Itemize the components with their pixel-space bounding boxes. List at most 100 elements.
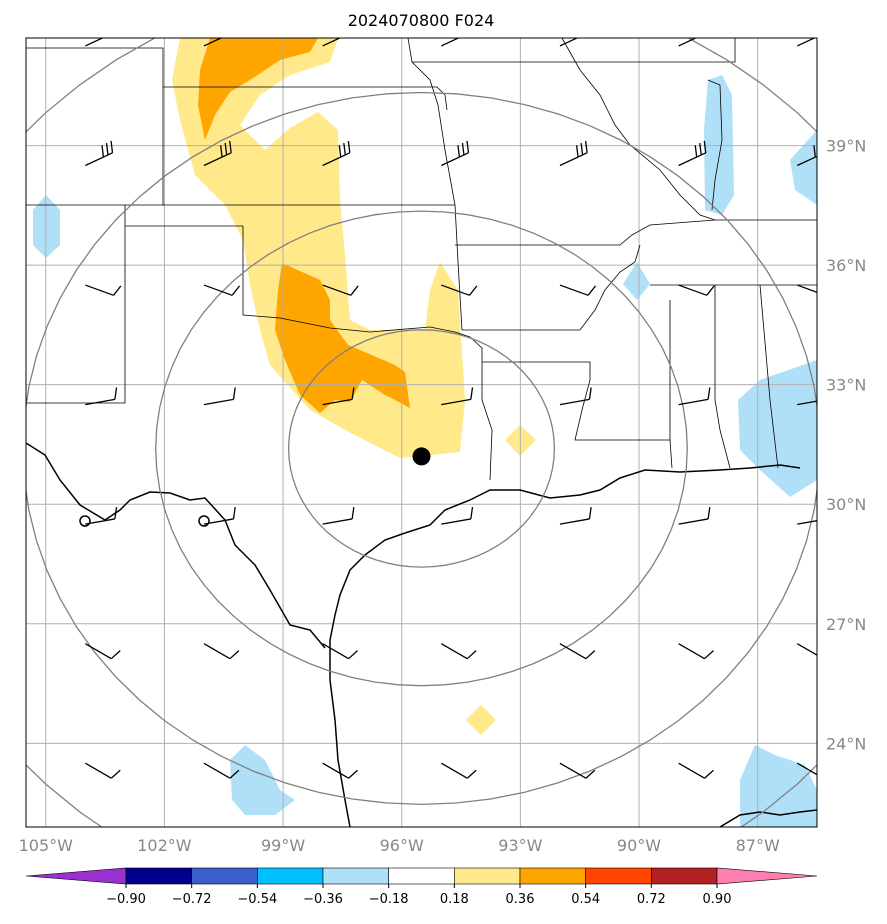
colorbar-tick-label: 0.90 <box>703 892 732 907</box>
longitude-labels: 105°W 102°W 99°W 96°W 93°W 90°W 87°W <box>19 836 780 855</box>
state-border <box>407 38 736 63</box>
positive-field <box>172 38 536 735</box>
wind-barb <box>678 38 698 47</box>
state-border <box>454 204 463 331</box>
wind-barb <box>797 284 817 293</box>
wind-barb <box>322 643 358 660</box>
lon-tick-label: 90°W <box>617 836 661 855</box>
lon-tick-label: 93°W <box>498 836 542 855</box>
colorbar-extend-low <box>25 867 127 885</box>
colorbar-tick-label: 0.54 <box>571 892 600 907</box>
colorbar-tick-label: −0.18 <box>369 892 409 907</box>
state-border <box>163 86 448 111</box>
wind-barb <box>322 762 358 779</box>
wind-barb <box>322 38 342 47</box>
wind-barb <box>796 643 817 656</box>
colorbar-segment <box>454 867 521 885</box>
wind-barb <box>203 140 232 167</box>
state-border <box>707 79 723 211</box>
coastline <box>26 442 817 827</box>
wind-barb <box>678 140 707 167</box>
mexico-gulf-coast <box>329 640 351 827</box>
state-border <box>561 38 817 221</box>
wind-barb <box>85 284 122 296</box>
state-border <box>26 47 164 206</box>
gridlines <box>26 38 817 827</box>
gulf-coast <box>329 464 801 641</box>
wind-barb <box>678 643 714 660</box>
wind-barb <box>441 506 474 525</box>
range-ring <box>155 210 688 687</box>
yucatan-coast <box>719 809 817 827</box>
wind-barb <box>203 506 236 525</box>
colorbar-tick-label: −0.72 <box>172 892 212 907</box>
wind-barb <box>84 762 121 779</box>
political-borders <box>26 38 817 481</box>
wind-barb <box>678 762 714 779</box>
wind-barb <box>85 38 104 47</box>
wind-barb <box>85 140 114 167</box>
us-mexico-border <box>26 442 326 649</box>
lake-marker <box>79 515 91 527</box>
wind-barb <box>440 762 477 779</box>
lon-tick-label: 99°W <box>261 836 305 855</box>
wind-barb <box>84 643 121 660</box>
negative-region-north-east <box>704 75 734 215</box>
colorbar-tick-label: −0.36 <box>303 892 343 907</box>
wind-barb <box>559 643 596 660</box>
lon-tick-label: 87°W <box>736 836 780 855</box>
lat-tick-label: 24°N <box>826 734 866 753</box>
lat-tick-label: 39°N <box>826 137 866 156</box>
colorbar-tick-label: 0.72 <box>637 892 666 907</box>
wind-barb <box>796 38 816 47</box>
wind-barb <box>559 38 579 47</box>
wind-barb <box>678 284 715 296</box>
lat-tick-label: 36°N <box>826 256 866 275</box>
lat-tick-label: 33°N <box>826 376 866 395</box>
state-border <box>669 300 673 469</box>
colorbar-segment <box>519 867 586 885</box>
wind-barb <box>322 506 355 525</box>
wind-barb <box>559 284 597 296</box>
range-ring <box>287 329 556 568</box>
wind-barb <box>797 400 817 406</box>
wind-barb <box>85 506 118 525</box>
wind-barb <box>322 284 359 296</box>
lon-tick-label: 105°W <box>19 836 74 855</box>
state-border <box>462 244 641 331</box>
state-border <box>759 284 779 469</box>
wind-barb <box>559 762 596 779</box>
map-frame <box>25 37 818 828</box>
lon-tick-label: 102°W <box>137 836 192 855</box>
wind-barbs <box>84 38 817 779</box>
wind-barb <box>441 284 478 296</box>
positive-region-orange-north <box>198 38 318 140</box>
wind-barb <box>322 387 355 406</box>
wind-barb <box>322 140 351 167</box>
positive-region-light <box>172 38 465 458</box>
latitude-labels: 39°N 36°N 33°N 30°N 27°N 24°N <box>826 137 866 754</box>
colorbar-segment <box>585 867 652 885</box>
state-border <box>482 361 670 441</box>
lat-tick-label: 27°N <box>826 615 866 634</box>
negative-region-far-east <box>790 130 817 205</box>
colorbar-tick-label: 0.18 <box>440 892 469 907</box>
positive-spot-gulf <box>466 705 496 735</box>
lake-marker <box>198 515 210 527</box>
wind-barb <box>85 387 118 406</box>
wind-barb <box>678 387 711 406</box>
state-border <box>26 205 126 404</box>
wind-barb <box>203 284 241 296</box>
colorbar-segment <box>257 867 324 885</box>
map-title: 2024070800 F024 <box>348 11 495 30</box>
negative-region-west <box>33 195 60 258</box>
colorbar-tick-label: 0.36 <box>506 892 535 907</box>
wind-barb <box>440 643 477 660</box>
colorbar-segment <box>388 867 455 885</box>
wind-barb <box>203 643 240 660</box>
lon-tick-label: 96°W <box>380 836 424 855</box>
wind-barb <box>441 387 474 406</box>
colorbar-tick-label: −0.54 <box>237 892 277 907</box>
wind-barb <box>559 140 588 167</box>
